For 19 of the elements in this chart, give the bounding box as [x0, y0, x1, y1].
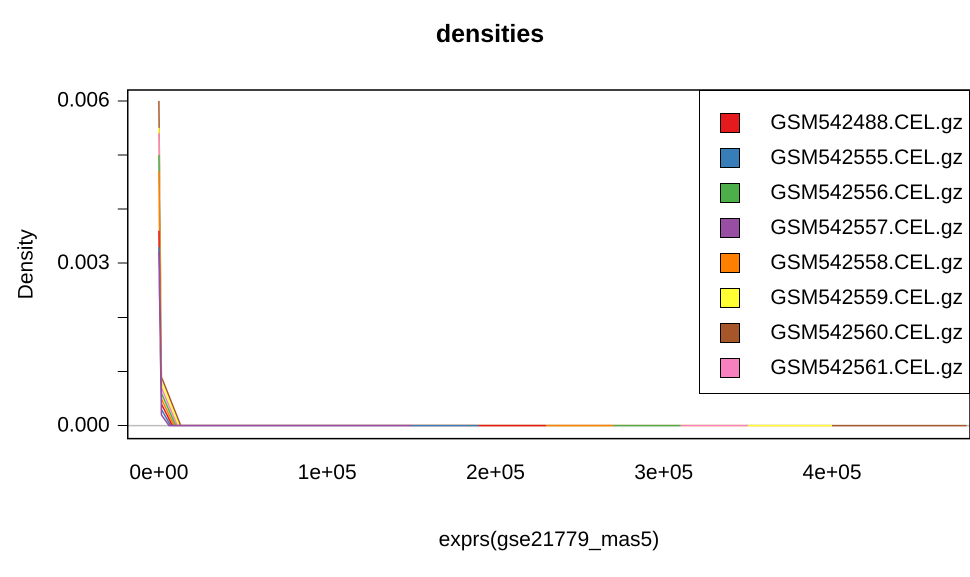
x-tick-label: 3e+05: [634, 460, 694, 484]
y-tick-label: 0.003: [57, 251, 110, 274]
x-axis-title: exprs(gse21779_mas5): [438, 528, 660, 552]
legend-label: GSM542561.CEL.gz: [770, 355, 963, 381]
x-tick-label: 1e+05: [298, 460, 357, 484]
legend-label: GSM542556.CEL.gz: [770, 180, 963, 206]
chart-title: densities: [436, 20, 544, 48]
legend-label: GSM542557.CEL.gz: [770, 215, 963, 241]
y-axis-title: Density: [14, 228, 38, 300]
x-tick-label: 4e+05: [802, 460, 862, 484]
legend-label: GSM542555.CEL.gz: [770, 145, 963, 171]
x-tick-label: 0e+00: [129, 460, 188, 484]
legend-label: GSM542560.CEL.gz: [770, 320, 963, 346]
x-tick-label: 2e+05: [466, 460, 525, 484]
legend-label: GSM542558.CEL.gz: [770, 250, 963, 276]
legend-label: GSM542559.CEL.gz: [770, 285, 963, 311]
y-tick-label: 0.006: [57, 88, 110, 112]
y-tick-label: 0.000: [57, 413, 110, 436]
legend-label: GSM542488.CEL.gz: [770, 110, 963, 136]
